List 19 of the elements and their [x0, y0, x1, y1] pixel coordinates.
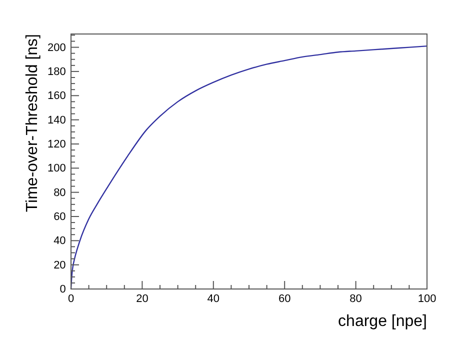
y-tick-label: 0 [60, 284, 66, 296]
y-tick-label: 40 [54, 235, 66, 248]
x-tick-label: 20 [136, 292, 148, 305]
y-tick-label: 160 [47, 90, 66, 102]
x-tick-label: 80 [350, 292, 362, 305]
y-tick-label: 200 [47, 42, 66, 54]
x-axis-title: charge [npe] [338, 313, 427, 330]
y-tick-label: 140 [47, 114, 66, 126]
y-tick-label: 20 [54, 259, 66, 272]
y-tick-label: 180 [47, 66, 66, 78]
x-tick-label: 40 [207, 292, 220, 305]
x-tick-label: 60 [278, 292, 291, 305]
x-tick-label: 0 [68, 292, 74, 305]
y-tick-label: 120 [47, 138, 66, 150]
y-tick-label: 100 [47, 162, 66, 175]
y-axis-title: Time-over-Threshold [ns] [24, 34, 41, 212]
x-tick-label: 100 [418, 292, 436, 305]
y-tick-label: 60 [54, 211, 66, 224]
y-tick-label: 80 [54, 186, 66, 199]
